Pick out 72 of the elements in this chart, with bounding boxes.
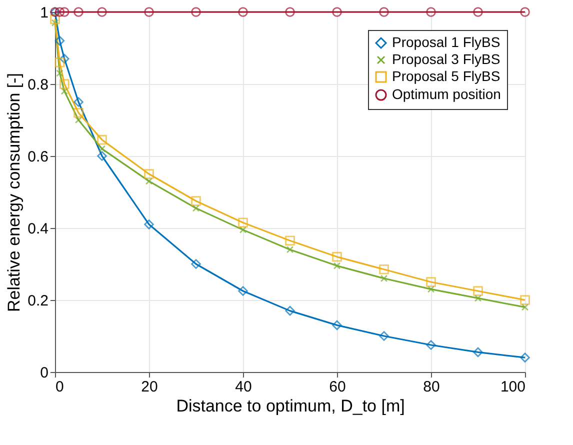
point (520, 7, 530, 17)
y-tick-label: 1 (40, 4, 48, 22)
point (474, 294, 482, 302)
point (285, 306, 295, 316)
x-tick-label: 100 (500, 378, 526, 396)
point (379, 7, 389, 17)
point (56, 70, 64, 77)
point (473, 347, 483, 358)
point (144, 7, 154, 17)
point (285, 236, 295, 246)
point (54, 58, 65, 68)
point (97, 134, 107, 145)
point (54, 7, 65, 17)
point (145, 178, 153, 185)
point (191, 196, 201, 206)
point (60, 88, 68, 95)
x-tick-label: 20 (141, 378, 158, 396)
point (332, 320, 342, 330)
point (332, 7, 342, 17)
point (74, 116, 82, 124)
point (98, 145, 106, 152)
y-tick-label: 0 (40, 364, 48, 382)
point (285, 7, 295, 17)
point (51, 19, 59, 26)
x-tick-label: 0 (56, 378, 64, 396)
point (74, 97, 84, 107)
legend-label: Proposal 3 FlyBS (392, 51, 500, 67)
point (144, 220, 154, 230)
x-tick-label: 80 (423, 378, 440, 396)
point (286, 246, 294, 254)
legend-label: Proposal 1 FlyBS (392, 34, 500, 50)
point (238, 218, 248, 228)
point (60, 79, 70, 89)
legend-label: Optimum position (392, 86, 501, 102)
y-axis-title: Relative energy consumption [-] (4, 72, 24, 312)
point (380, 274, 388, 282)
point (144, 169, 154, 179)
y-tick-label: 0.6 (28, 148, 48, 166)
point (50, 14, 60, 24)
point (74, 108, 84, 118)
point (520, 352, 530, 362)
point (60, 7, 70, 17)
point (473, 7, 483, 17)
point (426, 277, 436, 287)
y-tick-label: 0.2 (28, 292, 48, 310)
point (97, 7, 107, 17)
point (473, 286, 483, 296)
point (332, 252, 342, 262)
point (192, 204, 200, 212)
point (521, 304, 529, 311)
point (379, 264, 389, 274)
point (520, 295, 530, 305)
point (426, 340, 436, 350)
point (60, 54, 70, 64)
x-tick-label: 60 (329, 378, 346, 396)
x-axis-title: Distance to optimum, D_to [m] (176, 396, 405, 416)
point (54, 36, 65, 46)
y-tick-label: 0.8 (28, 76, 48, 94)
point (191, 259, 201, 269)
point (379, 331, 389, 341)
point (239, 226, 247, 234)
point (427, 286, 435, 293)
point (426, 7, 436, 17)
legend-label: Proposal 5 FlyBS (392, 68, 500, 84)
point (333, 262, 341, 270)
point (97, 151, 107, 161)
point (238, 7, 248, 17)
point (191, 7, 201, 17)
x-tick-label: 40 (235, 378, 252, 396)
y-tick-label: 0.4 (28, 220, 48, 238)
point (238, 286, 248, 296)
point (74, 7, 84, 17)
